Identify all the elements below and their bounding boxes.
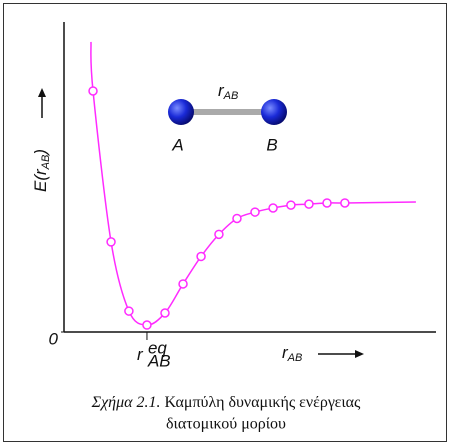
marker: [197, 252, 205, 260]
atom: [261, 99, 287, 125]
marker: [89, 87, 97, 95]
marker: [269, 204, 277, 212]
marker: [107, 238, 115, 246]
x-tick-sub: AB: [147, 351, 171, 370]
atom: [168, 99, 194, 125]
marker: [143, 321, 151, 329]
atom-label: B: [266, 135, 277, 154]
marker: [305, 200, 313, 208]
marker: [287, 201, 295, 209]
caption: διατομικού μορίου: [166, 416, 286, 433]
frame: [4, 4, 447, 442]
atom-label: A: [171, 135, 183, 154]
bond: [181, 109, 274, 115]
marker: [233, 214, 241, 222]
y-tick-label: 0: [49, 329, 59, 348]
marker: [215, 230, 223, 238]
marker: [341, 199, 349, 207]
caption: Σχήμα 2.1. Καμπύλη δυναμικής ενέργειας: [91, 394, 361, 411]
marker: [323, 199, 331, 207]
marker: [125, 307, 133, 315]
marker: [251, 208, 259, 216]
y-axis-label: E(rAB): [31, 149, 51, 192]
marker: [179, 280, 187, 288]
marker: [161, 309, 169, 317]
figure: E(rAB) rAB rAB A B Σχήμα 2.1. Καμπύλη δυ…: [0, 0, 451, 446]
